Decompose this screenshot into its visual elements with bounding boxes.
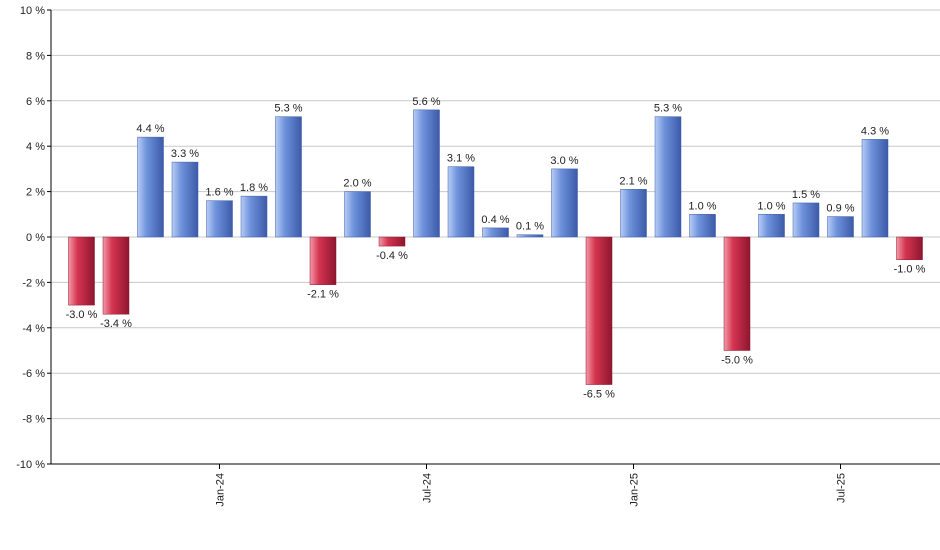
y-tick-label: 8 % [26, 50, 45, 62]
x-axis: Jan-24 Jul-24 Jan-25 Jul-25 [51, 463, 940, 507]
bar-value-label: -1.0 % [894, 264, 926, 276]
bar-value-label: 5.3 % [654, 103, 682, 115]
bar-value-label: 0.4 % [481, 214, 509, 226]
bar [620, 189, 647, 238]
bar-value-label: -3.4 % [100, 318, 132, 330]
bar [102, 236, 130, 315]
bar-value-label: 2.0 % [343, 178, 371, 190]
bar [68, 236, 95, 306]
bar-value-label: -2.1 % [307, 289, 339, 301]
bar-value-label: -3.0 % [66, 309, 98, 321]
bar-value-label: 3.0 % [550, 155, 578, 167]
bar-value-label: 3.3 % [171, 148, 199, 160]
bar [861, 139, 889, 238]
bar-value-label: -5.0 % [721, 355, 753, 367]
y-tick-label: -2 % [22, 277, 45, 289]
x-tick-label: Jul-24 [422, 473, 434, 503]
bar [654, 116, 682, 238]
bar-value-label: -6.5 % [583, 389, 615, 401]
bar [137, 136, 164, 238]
bar-value-label: 2.1 % [619, 175, 647, 187]
x-tick-label: Jan-24 [215, 473, 227, 507]
bar [689, 214, 716, 238]
bar-value-label: -0.4 % [376, 250, 408, 262]
bar [792, 202, 820, 238]
x-tick-label: Jan-25 [629, 473, 641, 507]
y-tick-label: 2 % [26, 187, 45, 199]
bar [344, 191, 371, 238]
bars [68, 109, 923, 385]
bar-value-label: 3.1 % [447, 153, 475, 165]
bar [551, 168, 578, 238]
bar [206, 200, 233, 238]
bar [723, 236, 751, 351]
y-tick-label: -10 % [16, 459, 45, 471]
bar-value-label: 1.5 % [792, 189, 820, 201]
y-tick-label: -4 % [22, 323, 45, 335]
y-axis: 10 % 8 % 6 % 4 % 2 % 0 % -2 % -4 % -6 % -8 % -10 % [16, 5, 52, 471]
bar [378, 236, 406, 247]
y-tick-label: 6 % [26, 96, 45, 108]
bar [585, 236, 613, 385]
data-labels: -3.0 %-3.4 % 4.4 % 3.3 % 1.6 % 1.8 % 5.3 % -2.… [66, 96, 926, 401]
bar-value-label: 4.4 % [136, 123, 164, 135]
bar-value-label: 1.6 % [205, 187, 233, 199]
y-tick-label: 4 % [26, 141, 45, 153]
bar [275, 116, 302, 238]
bar-value-label: 1.0 % [688, 200, 716, 212]
bar-value-label: 0.1 % [516, 221, 544, 233]
y-tick-label: -6 % [22, 368, 45, 380]
bar [516, 234, 544, 238]
bar [758, 214, 785, 238]
bar-value-label: 4.3 % [861, 125, 889, 137]
bar [482, 227, 509, 238]
bar-value-label: 5.6 % [412, 96, 440, 108]
bar [413, 109, 440, 238]
bar-value-label: 5.3 % [274, 103, 302, 115]
bar [240, 195, 268, 238]
x-tick-label: Jul-25 [836, 473, 848, 503]
bar [447, 166, 475, 238]
bar [171, 161, 199, 238]
bar-value-label: 1.8 % [240, 182, 268, 194]
bar [896, 236, 923, 260]
bar [309, 236, 337, 285]
y-tick-label: -8 % [22, 414, 45, 426]
bar-value-label: 0.9 % [826, 203, 854, 215]
bar-value-label: 1.0 % [757, 200, 785, 212]
y-tick-label: 10 % [20, 5, 45, 17]
bar [827, 216, 854, 238]
y-tick-label: 0 % [26, 232, 45, 244]
